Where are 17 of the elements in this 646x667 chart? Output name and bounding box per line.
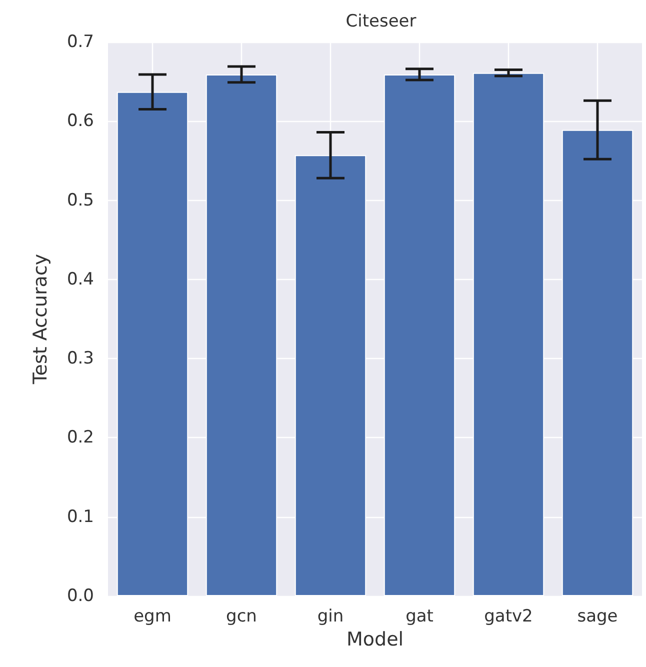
- y-axis-title: Test Accuracy: [30, 254, 52, 386]
- y-tick-label: 0.3: [66, 348, 94, 369]
- y-tick-label: 0.6: [66, 111, 94, 132]
- y-tick-label: 0.2: [66, 428, 94, 448]
- x-tick-label: sage: [577, 606, 618, 626]
- x-tick-label: gin: [317, 606, 344, 626]
- y-tick-label: 0.1: [66, 506, 94, 527]
- y-tick-label: 0.4: [66, 269, 94, 290]
- y-tick-label: 0.0: [66, 586, 94, 606]
- y-tick-label: 0.5: [66, 190, 94, 210]
- y-tick-label: 0.7: [66, 32, 94, 52]
- x-tick-label: gatv2: [484, 606, 533, 626]
- x-tick-label: gcn: [226, 606, 257, 626]
- chart-title: Citeseer: [346, 12, 416, 32]
- x-tick-label: gat: [406, 606, 434, 626]
- x-tick-label: egm: [134, 606, 172, 626]
- x-axis-title: Model: [346, 628, 404, 650]
